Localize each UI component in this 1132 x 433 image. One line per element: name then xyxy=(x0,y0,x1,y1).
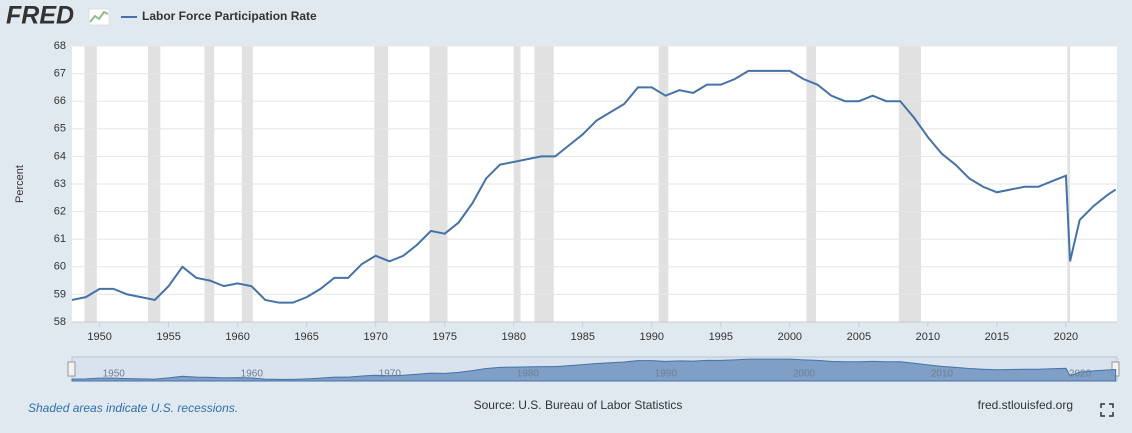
y-tick-label: 66 xyxy=(54,95,66,107)
x-tick-label: 1955 xyxy=(156,331,180,343)
navigator-label: 1990 xyxy=(655,369,678,380)
navigator-area xyxy=(71,358,1117,382)
x-tick-label: 2005 xyxy=(847,331,871,343)
x-tick-label: 1970 xyxy=(363,331,387,343)
navigator-label: 2000 xyxy=(793,369,816,380)
navigator-label: 1950 xyxy=(103,369,126,380)
logo-icon xyxy=(88,8,110,26)
legend-label: Labor Force Participation Rate xyxy=(142,9,317,23)
y-tick-label: 68 xyxy=(54,40,66,52)
y-tick-label: 61 xyxy=(54,233,66,245)
logo: FRED xyxy=(6,2,74,30)
source: Source: U.S. Bureau of Labor Statistics xyxy=(474,398,683,412)
x-tick-label: 1975 xyxy=(432,331,456,343)
fullscreen-button[interactable] xyxy=(1100,403,1114,417)
navigator-label: 2010 xyxy=(931,369,954,380)
y-tick-label: 65 xyxy=(54,123,66,135)
x-tick-label: 1990 xyxy=(640,331,664,343)
recession-note: Shaded areas indicate U.S. recessions. xyxy=(28,401,238,415)
navigator-handle[interactable] xyxy=(67,361,76,377)
x-tick-label: 2015 xyxy=(985,331,1009,343)
y-axis-label: Percent xyxy=(14,165,26,203)
x-tick-label: 2000 xyxy=(778,331,802,343)
x-tick-label: 1995 xyxy=(709,331,733,343)
navigator-label: 2020 xyxy=(1069,369,1092,380)
x-tick-label: 2020 xyxy=(1054,331,1078,343)
x-tick-label: 2010 xyxy=(916,331,940,343)
y-tick-label: 59 xyxy=(54,288,66,300)
y-tick-label: 62 xyxy=(54,206,66,218)
x-tick-label: 1980 xyxy=(502,331,526,343)
y-tick-label: 63 xyxy=(54,178,66,190)
y-tick-label: 58 xyxy=(54,316,66,328)
x-tick-label: 1960 xyxy=(225,331,249,343)
y-tick-label: 64 xyxy=(54,150,66,162)
x-tick-label: 1950 xyxy=(87,331,111,343)
navigator-label: 1980 xyxy=(517,369,540,380)
series-line xyxy=(71,69,1117,304)
navigator-label: 1970 xyxy=(379,369,402,380)
y-tick-label: 60 xyxy=(54,261,66,273)
x-tick-label: 1965 xyxy=(294,331,318,343)
site: fred.stlouisfed.org xyxy=(978,398,1073,412)
x-tick-label: 1985 xyxy=(571,331,595,343)
y-tick-label: 67 xyxy=(54,68,66,80)
navigator-label: 1960 xyxy=(241,369,264,380)
